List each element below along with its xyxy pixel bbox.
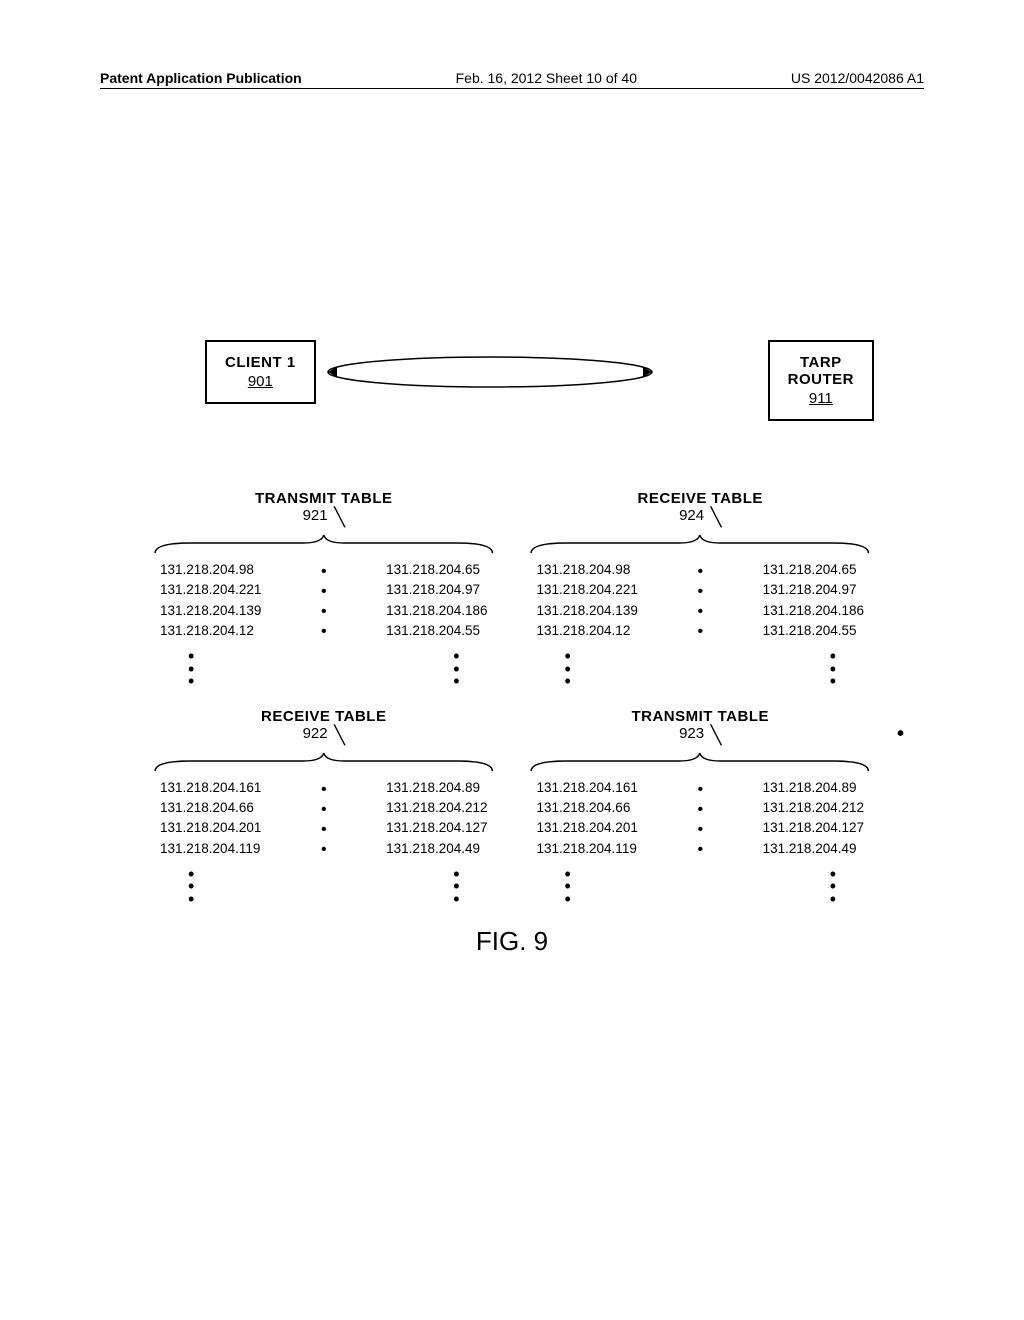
- ref-pointer: ╲: [334, 725, 345, 746]
- ip-col-left: 131.218.204.161 131.218.204.66 131.218.2…: [536, 778, 637, 860]
- ip-columns: 131.218.204.161 131.218.204.66 131.218.2…: [150, 773, 498, 860]
- client-label: CLIENT 1: [225, 354, 296, 371]
- table-ref: 924: [679, 507, 704, 524]
- ref-container: 924 ╲: [526, 507, 874, 528]
- ip-col-left: 131.218.204.161 131.218.204.66 131.218.2…: [160, 778, 261, 860]
- page-header: Patent Application Publication Feb. 16, …: [100, 70, 924, 89]
- bullet-col: ••••: [321, 778, 327, 860]
- table-ref: 922: [303, 725, 328, 742]
- ref-container: 923 ╲: [526, 725, 874, 746]
- ip-columns: 131.218.204.98 131.218.204.221 131.218.2…: [526, 555, 874, 642]
- ref-pointer: ╲: [334, 507, 345, 528]
- tables-row-1: TRANSMIT TABLE 921 ╲ 131.218.204.98 131.…: [150, 490, 874, 688]
- ip-columns: 131.218.204.98 131.218.204.221 131.218.2…: [150, 555, 498, 642]
- ip-col-right: 131.218.204.65 131.218.204.97 131.218.20…: [386, 560, 487, 642]
- table-title: RECEIVE TABLE: [150, 708, 498, 725]
- ip-col-left: 131.218.204.98 131.218.204.221 131.218.2…: [160, 560, 261, 642]
- client-box: CLIENT 1 901: [205, 340, 316, 404]
- table-title: TRANSMIT TABLE: [150, 490, 498, 507]
- ip-col-left: 131.218.204.98 131.218.204.221 131.218.2…: [536, 560, 637, 642]
- continuation-dots: ••• •••: [526, 650, 874, 688]
- router-label2: ROUTER: [788, 371, 854, 388]
- ref-container: 922 ╲: [150, 725, 498, 746]
- bullet-col: ••••: [321, 560, 327, 642]
- router-ref: 911: [788, 390, 854, 407]
- continuation-dots: ••• •••: [526, 868, 874, 906]
- brace: [526, 751, 874, 773]
- bullet-col: ••••: [697, 778, 703, 860]
- router-transmit-table: TRANSMIT TABLE 923 ╲ 131.218.204.161 131…: [526, 708, 874, 906]
- client-ref: 901: [225, 373, 296, 390]
- table-ref: 923: [679, 725, 704, 742]
- bullet-col: ••••: [697, 560, 703, 642]
- ref-pointer: ╲: [711, 725, 722, 746]
- diagram: CLIENT 1 901 TARP ROUTER 911 TRANSMIT TA…: [150, 340, 874, 957]
- router-label1: TARP: [788, 354, 854, 371]
- brace: [526, 533, 874, 555]
- header-center: Feb. 16, 2012 Sheet 10 of 40: [456, 70, 637, 86]
- table-ref: 921: [303, 507, 328, 524]
- ref-container: 921 ╲: [150, 507, 498, 528]
- header-right: US 2012/0042086 A1: [791, 70, 924, 86]
- ip-col-right: 131.218.204.89 131.218.204.212 131.218.2…: [386, 778, 487, 860]
- continuation-dots: ••• •••: [150, 868, 498, 906]
- table-title: RECEIVE TABLE: [526, 490, 874, 507]
- router-box: TARP ROUTER 911: [768, 340, 874, 421]
- header-left: Patent Application Publication: [100, 70, 302, 86]
- client-transmit-table: TRANSMIT TABLE 921 ╲ 131.218.204.98 131.…: [150, 490, 498, 688]
- brace: [150, 751, 498, 773]
- ip-columns: 131.218.204.161 131.218.204.66 131.218.2…: [526, 773, 874, 860]
- continuation-dots: ••• •••: [150, 650, 498, 688]
- table-title: TRANSMIT TABLE: [526, 708, 874, 725]
- connection-ellipse: [325, 355, 655, 390]
- top-boxes: CLIENT 1 901 TARP ROUTER 911: [150, 340, 874, 460]
- stray-dot: •: [897, 723, 904, 746]
- brace: [150, 533, 498, 555]
- router-receive-table: RECEIVE TABLE 924 ╲ 131.218.204.98 131.2…: [526, 490, 874, 688]
- figure-caption: FIG. 9: [150, 926, 874, 957]
- ip-col-right: 131.218.204.65 131.218.204.97 131.218.20…: [763, 560, 864, 642]
- client-receive-table: RECEIVE TABLE 922 ╲ 131.218.204.161 131.…: [150, 708, 498, 906]
- tables-row-2: RECEIVE TABLE 922 ╲ 131.218.204.161 131.…: [150, 708, 874, 906]
- ip-col-right: 131.218.204.89 131.218.204.212 131.218.2…: [763, 778, 864, 860]
- ref-pointer: ╲: [711, 507, 722, 528]
